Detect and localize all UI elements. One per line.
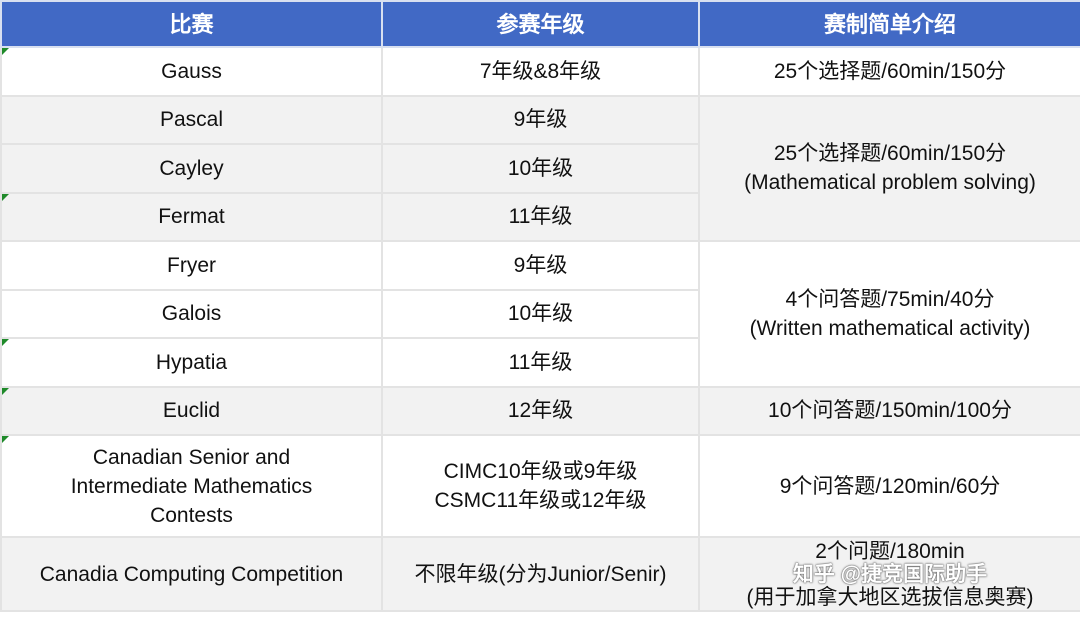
comment-marker-icon — [2, 48, 9, 55]
competition-name: Canadia Computing Competition — [0, 536, 383, 612]
table-row: Canadia Computing Competition 不限年级(分为Jun… — [0, 536, 1080, 612]
format-line: (用于加拿大地区选拔信息奥赛) — [746, 585, 1034, 609]
table-row: Pascal 9年级 25个选择题/60min/150分 (Mathematica… — [0, 94, 1080, 242]
comment-marker-icon — [2, 193, 9, 201]
grade-cell: 11年级 — [381, 191, 700, 242]
header-format: 赛制简单介绍 — [698, 0, 1080, 48]
competition-table: 比赛 参赛年级 赛制简单介绍 Gauss 7年级&8年级 25个选择题/60mi… — [0, 0, 1080, 612]
table-row: Hypatia 11年级 — [0, 337, 1080, 388]
format-cell: 9个问答题/120min/60分 — [698, 434, 1080, 538]
header-competition: 比赛 — [0, 0, 383, 48]
comment-marker-icon — [2, 339, 9, 346]
format-line: 25个选择题/60min/150分 — [773, 142, 1007, 166]
format-cell: 4个问答题/75min/40分 (Written mathematical act… — [698, 240, 1080, 388]
competition-name-line: Canadian Senior and — [92, 445, 291, 469]
competition-name: Galois — [0, 288, 383, 339]
competition-name: Pascal — [0, 94, 383, 145]
grade-cell: 不限年级(分为Junior/Senir) — [381, 536, 700, 612]
competition-name: Fermat — [158, 205, 225, 229]
table-row: Canadian Senior and Intermediate Mathemat… — [0, 434, 1080, 538]
watermark: 知乎 @捷竞国际助手 — [792, 562, 988, 586]
format-cell: 10个问答题/150min/100分 — [698, 385, 1080, 436]
format-line: 4个问答题/75min/40分 — [785, 287, 995, 311]
grade-cell: CIMC10年级或9年级 CSMC11年级或12年级 — [381, 434, 700, 538]
competition-name-line: Contests — [150, 503, 233, 527]
grade-line: CSMC11年级或12年级 — [434, 489, 647, 512]
grade-cell: 9年级 — [381, 240, 700, 291]
format-line: (Mathematical problem solving) — [744, 171, 1036, 195]
competition-name: Cayley — [0, 143, 383, 194]
competition-name-line: Intermediate Mathematics — [70, 474, 313, 498]
grade-cell: 10年级 — [381, 143, 700, 194]
table-row: Galois 10年级 — [0, 288, 1080, 339]
comment-marker-icon — [2, 436, 9, 443]
header-grade: 参赛年级 — [381, 0, 700, 48]
competition-name: Euclid — [162, 399, 221, 423]
competition-name: Fryer — [0, 240, 383, 291]
table-row: Euclid 12年级 10个问答题/150min/100分 — [0, 385, 1080, 436]
header-row: 比赛 参赛年级 赛制简单介绍 — [0, 0, 1080, 48]
grade-cell: 11年级 — [381, 337, 700, 388]
table-row: Fryer 9年级 4个问答题/75min/40分 (Written mathem… — [0, 240, 1080, 388]
table-row: Fermat 11年级 — [0, 191, 1080, 242]
grade-cell: 10年级 — [381, 288, 700, 339]
grade-cell: 7年级&8年级 — [381, 46, 700, 97]
grade-cell: 9年级 — [381, 94, 700, 145]
grade-cell: 12年级 — [381, 385, 700, 436]
grade-line: CIMC10年级或9年级 — [443, 460, 638, 483]
table-row: Gauss 7年级&8年级 25个选择题/60min/150分 — [0, 46, 1080, 97]
format-cell: 25个选择题/60min/150分 (Mathematical problem s… — [698, 94, 1080, 242]
format-line: (Written mathematical activity) — [749, 316, 1031, 340]
competition-name: Gauss — [161, 59, 222, 83]
table-row: Cayley 10年级 — [0, 143, 1080, 194]
format-cell: 2个问题/180min 知乎 @捷竞国际助手 (用于加拿大地区选拔信息奥赛) — [698, 536, 1080, 612]
format-line: 2个问题/180min — [815, 539, 965, 563]
format-cell: 25个选择题/60min/150分 — [698, 46, 1080, 97]
competition-name: Hypatia — [155, 350, 228, 374]
comment-marker-icon — [2, 387, 9, 395]
